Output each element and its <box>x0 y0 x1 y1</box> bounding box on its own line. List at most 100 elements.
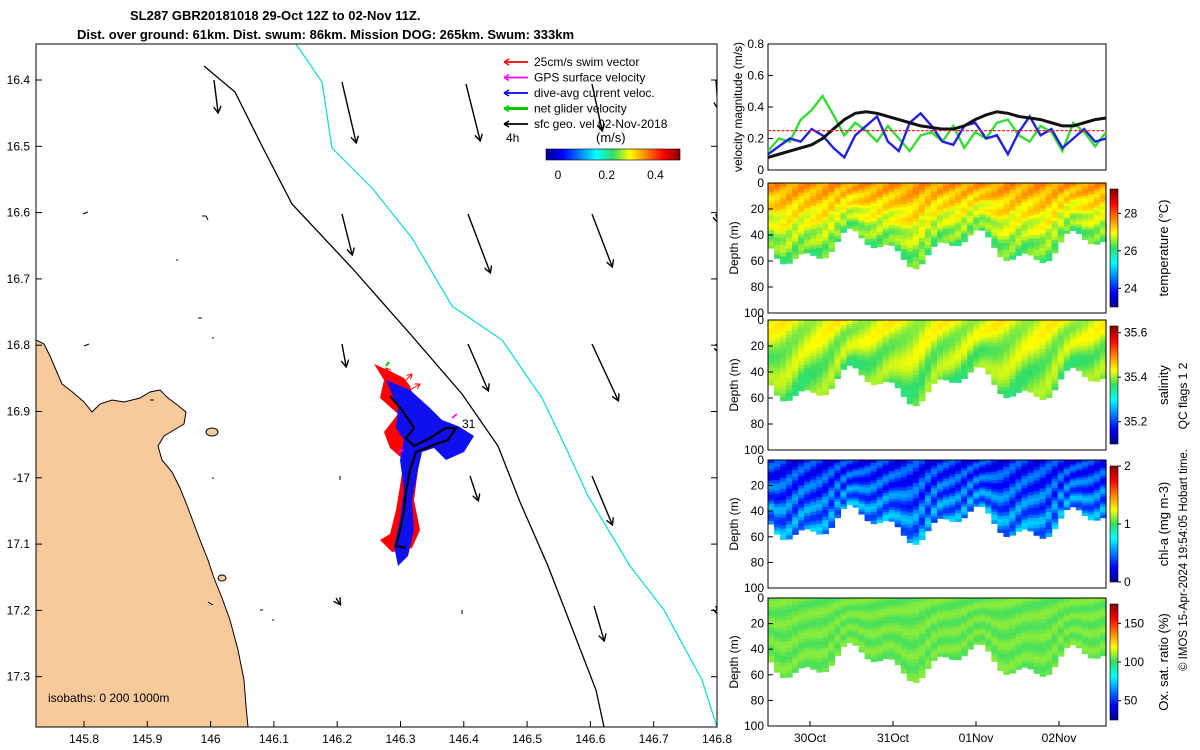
section-cell <box>943 185 950 190</box>
section-cell <box>876 331 884 336</box>
section-cell <box>1009 186 1017 191</box>
section-cell <box>1051 657 1059 661</box>
section-cell <box>1039 251 1047 256</box>
section-cell <box>810 643 817 648</box>
section-cell <box>1015 326 1023 331</box>
section-cell <box>804 373 811 378</box>
section-cell <box>924 388 932 393</box>
legend-arrowhead <box>503 120 510 128</box>
lat-tick-label: 17.3 <box>7 670 31 684</box>
section-cell <box>828 245 835 249</box>
section-cell <box>870 224 878 228</box>
section-cell <box>1045 362 1053 367</box>
glider-track[interactable]: 31 <box>374 361 476 566</box>
section-cell <box>924 517 932 522</box>
section-cell <box>1093 378 1101 382</box>
section-cell <box>930 516 938 521</box>
section-cell <box>1045 487 1053 492</box>
section-cell <box>991 328 998 333</box>
section-cell <box>882 479 890 483</box>
section-cell <box>828 238 835 243</box>
section-cell <box>1051 525 1059 530</box>
section-cell <box>979 602 986 605</box>
section-cell <box>961 236 968 240</box>
section-cell <box>949 603 956 607</box>
section-cell <box>1039 491 1047 497</box>
section-cell <box>1069 610 1077 614</box>
section-cell <box>834 330 842 334</box>
section-cell <box>1033 340 1041 345</box>
section-cell <box>834 343 842 348</box>
section-cell <box>888 214 896 218</box>
section-cell <box>870 183 878 187</box>
section-cell <box>1051 616 1059 621</box>
section-cell <box>906 504 914 510</box>
section-cell <box>1063 624 1071 628</box>
section-cell <box>1069 341 1077 345</box>
section-cell <box>973 187 980 190</box>
section-cell <box>924 598 932 602</box>
section-cell <box>804 663 811 668</box>
section-cell <box>876 652 884 656</box>
section-cell <box>876 203 884 207</box>
section-cell <box>985 610 992 614</box>
section-cell <box>943 638 950 642</box>
section-cell <box>985 493 992 497</box>
legend-label: GPS surface velocity <box>534 71 645 85</box>
section-cell <box>973 354 980 357</box>
section-cell <box>955 376 962 381</box>
map-panel[interactable]: 31 145.8 145.9 146 146.1 146.2 146.3 146.4 146.… <box>7 43 733 746</box>
section-cell <box>816 183 823 188</box>
section-cell <box>1087 369 1095 374</box>
section-cell <box>930 643 938 647</box>
velocity-panel[interactable]: 00.20.40.60.8 velocity magnitude (m/s) <box>731 37 1107 177</box>
section-cell <box>816 611 823 616</box>
section-cell <box>852 627 860 631</box>
section-cell <box>834 367 842 372</box>
section-cell <box>967 204 974 208</box>
section-cell <box>888 465 896 469</box>
section-cell <box>882 509 890 513</box>
section-cell <box>906 190 914 196</box>
section-cell <box>840 624 848 628</box>
section-cell <box>894 619 902 623</box>
section-cell <box>858 496 866 500</box>
section-cell <box>943 468 950 472</box>
section-cell <box>1051 598 1059 602</box>
section-cell <box>870 375 878 380</box>
section-cell <box>858 217 866 221</box>
section-cell <box>840 230 848 233</box>
colorbar-tick-label: 0.4 <box>647 168 664 182</box>
section-cell <box>876 334 884 338</box>
section-cell <box>822 496 829 501</box>
section-cell <box>912 598 920 603</box>
section-cell <box>1057 507 1065 511</box>
section-cell <box>1033 649 1041 654</box>
section-cell <box>852 222 860 225</box>
section-cell <box>979 191 986 195</box>
section-cell <box>810 205 817 210</box>
section-cell <box>1057 640 1065 644</box>
section-cell <box>894 616 902 620</box>
section-cell <box>1081 234 1089 238</box>
section-cell <box>1075 336 1083 339</box>
section-cell <box>1045 622 1053 627</box>
section-cell <box>1081 322 1089 326</box>
section-cell <box>1051 332 1059 337</box>
section-cell <box>918 659 926 664</box>
section-cell <box>804 348 811 353</box>
section-cell <box>937 499 944 503</box>
section-cell <box>894 219 902 224</box>
section-cell <box>973 219 980 222</box>
section-cell <box>780 320 787 325</box>
section-cell <box>1003 466 1011 472</box>
section-cell <box>846 472 854 475</box>
section-cell <box>979 493 986 497</box>
section-cell <box>912 323 920 329</box>
section-cell <box>900 524 908 529</box>
